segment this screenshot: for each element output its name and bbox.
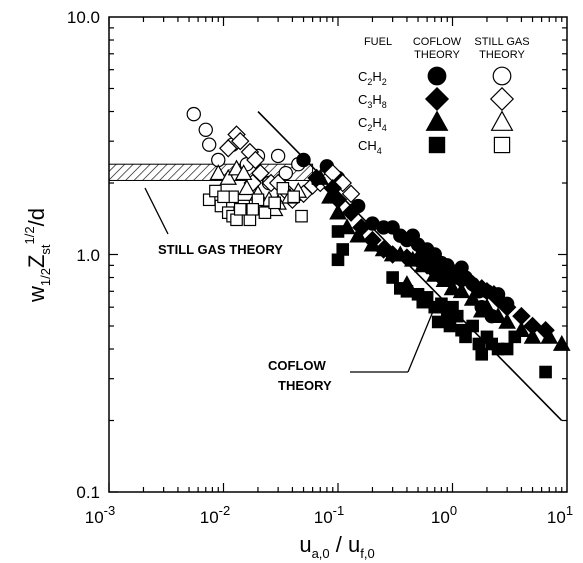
legend-marker-still-gas-ch4 <box>493 136 511 154</box>
data-point-ch4-still-gas <box>217 190 230 204</box>
data-point-c2h4-still-gas <box>238 179 256 196</box>
legend-marker-coflow-c3h8 <box>424 86 450 112</box>
legend-marker-coflow-ch4 <box>428 136 446 154</box>
coflow-leader-line-2 <box>407 303 437 373</box>
data-point-c3h8-still-gas <box>230 131 250 151</box>
data-point-c2h4-coflow <box>435 271 454 287</box>
data-point-ch4-coflow <box>459 330 472 344</box>
data-point-c2h4-coflow <box>425 265 444 282</box>
x-axis-title: ua,0 / uf,0 <box>299 532 374 561</box>
legend: FUEL COFLOW THEORY STILL GAS THEORY C2H2 C… <box>358 36 530 156</box>
y-tick-label-1: 1.0 <box>76 246 100 265</box>
data-point-c2h4-coflow <box>363 235 382 252</box>
y-tick-label-2: 10.0 <box>67 8 100 27</box>
data-point-c3h8-coflow <box>472 279 491 298</box>
data-point-c2h2-still-gas <box>201 137 217 152</box>
x-tick-label-2: 10-1 <box>314 503 344 527</box>
data-point-ch4-still-gas <box>268 196 281 210</box>
x-tick-label-4: 101 <box>547 503 573 527</box>
data-point-ch4-coflow <box>450 309 464 323</box>
data-point-ch4-coflow <box>336 243 350 256</box>
data-point-c2h4-coflow <box>403 250 422 267</box>
data-point-c3h8-coflow <box>484 285 504 304</box>
data-point-ch4-still-gas <box>287 190 300 204</box>
x-tick-label-0: 10-3 <box>85 503 115 527</box>
legend-fuel-2: C2H4 <box>358 115 387 133</box>
data-point-c2h4-coflow <box>349 226 367 243</box>
legend-marker-still-gas-c3h8 <box>489 86 515 112</box>
data-point-ch4-coflow <box>386 271 399 284</box>
data-point-ch4-coflow <box>475 348 489 361</box>
data-point-c2h4-coflow <box>443 279 462 296</box>
data-point-c2h2-still-gas <box>278 165 293 181</box>
data-point-ch4-coflow <box>331 253 345 267</box>
y-axis-title: w1/2Zst1/2/d <box>22 208 53 303</box>
data-point-c2h2-still-gas <box>198 122 213 138</box>
data-point-c3h8-coflow <box>341 203 361 222</box>
data-point-ch4-coflow <box>508 330 522 344</box>
x-tick-label-3: 100 <box>431 503 457 527</box>
data-markers <box>186 106 571 379</box>
data-point-ch4-coflow <box>500 342 514 356</box>
x-tick-label-1: 10-2 <box>200 503 230 527</box>
data-point-ch4-still-gas <box>243 213 257 227</box>
coflow-annotation-line2: THEORY <box>278 378 332 393</box>
legend-header-still-gas: STILL GAS THEORY <box>474 36 529 61</box>
data-point-ch4-coflow <box>466 319 479 333</box>
data-point-ch4-still-gas <box>258 206 272 219</box>
data-point-c2h4-coflow <box>463 289 482 306</box>
data-point-c2h4-coflow <box>452 282 471 299</box>
legend-marker-coflow-c2h4 <box>425 110 449 131</box>
data-point-c2h4-coflow <box>540 327 559 344</box>
data-point-c3h8-still-gas <box>246 150 265 170</box>
legend-fuel-1: C3H8 <box>358 92 387 110</box>
data-point-ch4-coflow <box>400 284 414 298</box>
data-point-c2h4-coflow <box>321 187 339 204</box>
coflow-annotation-line1: COFLOW <box>268 358 326 373</box>
data-point-c2h4-coflow <box>552 334 571 351</box>
legend-markers <box>424 66 515 154</box>
legend-header-coflow: COFLOW THEORY <box>413 36 462 61</box>
data-point-c2h4-coflow <box>472 301 491 318</box>
data-point-c2h4-still-gas <box>209 164 228 181</box>
data-point-ch4-coflow <box>420 291 434 304</box>
data-point-c3h8-still-gas <box>341 184 361 204</box>
data-point-c2h4-still-gas <box>234 164 253 181</box>
data-point-c2h4-still-gas <box>219 168 238 185</box>
data-point-c2h4-coflow <box>329 203 347 220</box>
data-point-c2h4-coflow <box>391 245 410 262</box>
data-point-c2h4-coflow <box>413 256 432 273</box>
y-tick-label-0: 0.1 <box>76 483 100 502</box>
data-point-ch4-still-gas <box>246 202 260 216</box>
data-point-c2h4-coflow <box>498 312 516 329</box>
still-gas-leader-line <box>144 187 169 235</box>
data-point-c2h4-coflow <box>489 307 507 324</box>
data-point-ch4-coflow <box>331 225 345 238</box>
data-point-c3h8-still-gas <box>218 139 238 158</box>
data-point-ch4-coflow <box>539 365 552 379</box>
data-point-ch4-coflow <box>431 315 445 329</box>
data-point-c2h4-coflow <box>374 240 393 257</box>
legend-header-fuel: FUEL <box>364 36 392 48</box>
legend-marker-still-gas-c2h2 <box>492 66 512 86</box>
legend-fuel-3: CH4 <box>358 138 382 156</box>
data-point-ch4-coflow <box>435 297 448 311</box>
data-point-ch4-still-gas <box>295 209 308 223</box>
data-point-ch4-still-gas <box>230 213 243 227</box>
data-point-c2h4-coflow <box>311 168 330 185</box>
data-point-c2h2-still-gas <box>186 106 201 122</box>
legend-marker-still-gas-c2h4 <box>490 110 514 131</box>
data-point-ch4-still-gas <box>276 181 290 195</box>
still-gas-annotation: STILL GAS THEORY <box>158 242 283 257</box>
data-point-c2h4-coflow <box>523 327 542 344</box>
data-point-c2h2-coflow <box>296 152 311 168</box>
data-point-c2h2-still-gas <box>270 148 286 164</box>
legend-fuel-0: C2H2 <box>358 69 387 87</box>
data-point-ch4-still-gas <box>233 202 247 216</box>
axis-ticks <box>108 17 567 493</box>
legend-marker-coflow-c2h2 <box>427 66 447 86</box>
